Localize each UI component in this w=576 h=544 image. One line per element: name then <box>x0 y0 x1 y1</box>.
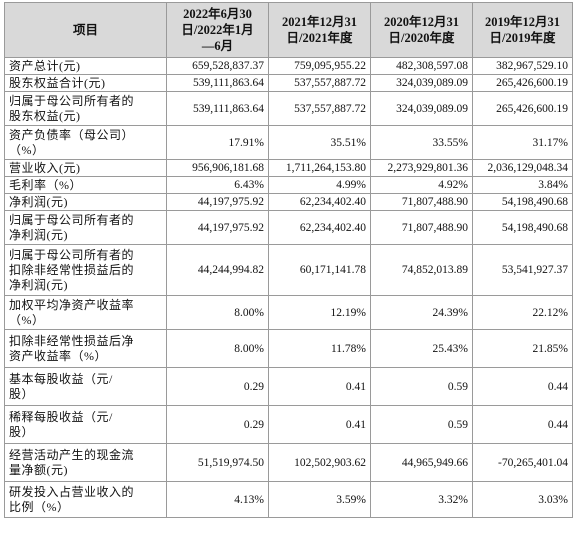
table-row: 经营活动产生的现金流 量净额(元) 51,519,974.50 102,502,90… <box>4 443 573 482</box>
value-2022-h1: 0.29 <box>166 367 269 406</box>
value-2019: 3.03% <box>472 481 573 518</box>
value-2019: 54,198,490.68 <box>472 210 573 245</box>
row-label: 基本每股收益（元/ 股） <box>4 367 167 406</box>
value-2020: 3.32% <box>370 481 473 518</box>
row-label: 加权平均净资产收益率 （%） <box>4 295 167 330</box>
value-2021: 759,095,955.22 <box>268 57 371 75</box>
header-2020: 2020年12月31 日/2020年度 <box>370 2 473 58</box>
header-item: 项目 <box>4 2 167 58</box>
value-2019: 265,426,600.19 <box>472 74 573 92</box>
value-2022-h1: 44,197,975.92 <box>166 193 269 211</box>
row-label: 毛利率（%） <box>4 176 167 194</box>
value-2021: 3.59% <box>268 481 371 518</box>
table-row: 资产总计(元) 659,528,837.37 759,095,955.22 482,3… <box>4 57 573 75</box>
value-2021: 12.19% <box>268 295 371 330</box>
value-2019: 382,967,529.10 <box>472 57 573 75</box>
table-row: 加权平均净资产收益率 （%） 8.00% 12.19% 24.39% 22.12% <box>4 295 573 330</box>
value-2022-h1: 4.13% <box>166 481 269 518</box>
value-2020: 74,852,013.89 <box>370 244 473 296</box>
value-2021: 0.41 <box>268 405 371 444</box>
table-row: 归属于母公司所有者的 扣除非经常性损益后的 净利润(元) 44,244,994.8… <box>4 244 573 296</box>
value-2019: 265,426,600.19 <box>472 91 573 126</box>
value-2021: 11.78% <box>268 329 371 368</box>
value-2020: 324,039,089.09 <box>370 91 473 126</box>
value-2022-h1: 17.91% <box>166 125 269 160</box>
value-2019: 22.12% <box>472 295 573 330</box>
table-row: 归属于母公司所有者的 净利润(元) 44,197,975.92 62,234,402… <box>4 210 573 245</box>
value-2020: 24.39% <box>370 295 473 330</box>
row-label: 研发投入占营业收入的 比例（%） <box>4 481 167 518</box>
table-row: 营业收入(元) 956,906,181.68 1,711,264,153.80 2,2… <box>4 159 573 177</box>
row-label: 归属于母公司所有者的 扣除非经常性损益后的 净利润(元) <box>4 244 167 296</box>
value-2019: 54,198,490.68 <box>472 193 573 211</box>
table-row: 稀释每股收益（元/ 股） 0.29 0.41 0.59 0.44 <box>4 405 573 444</box>
row-label: 归属于母公司所有者的 股东权益(元) <box>4 91 167 126</box>
table-row: 研发投入占营业收入的 比例（%） 4.13% 3.59% 3.32% 3.03% <box>4 481 573 518</box>
value-2020: 33.55% <box>370 125 473 160</box>
financial-summary-table: 项目 2022年6月30 日/2022年1月 —6月 2021年12月31 日/… <box>4 2 573 518</box>
value-2021: 102,502,903.62 <box>268 443 371 482</box>
value-2019: 3.84% <box>472 176 573 194</box>
value-2022-h1: 659,528,837.37 <box>166 57 269 75</box>
row-label: 扣除非经常性损益后净 资产收益率（%） <box>4 329 167 368</box>
value-2021: 0.41 <box>268 367 371 406</box>
header-2019: 2019年12月31 日/2019年度 <box>472 2 573 58</box>
table-row: 扣除非经常性损益后净 资产收益率（%） 8.00% 11.78% 25.43% 21.8… <box>4 329 573 368</box>
row-label: 股东权益合计(元) <box>4 74 167 92</box>
financial-table-container: 项目 2022年6月30 日/2022年1月 —6月 2021年12月31 日/… <box>4 2 573 518</box>
row-label: 资产总计(元) <box>4 57 167 75</box>
table-row: 股东权益合计(元) 539,111,863.64 537,557,887.72 324… <box>4 74 573 92</box>
value-2022-h1: 539,111,863.64 <box>166 74 269 92</box>
value-2019: 21.85% <box>472 329 573 368</box>
value-2022-h1: 539,111,863.64 <box>166 91 269 126</box>
value-2020: 71,807,488.90 <box>370 210 473 245</box>
row-label: 营业收入(元) <box>4 159 167 177</box>
table-header-row: 项目 2022年6月30 日/2022年1月 —6月 2021年12月31 日/… <box>4 2 573 58</box>
value-2019: -70,265,401.04 <box>472 443 573 482</box>
value-2021: 4.99% <box>268 176 371 194</box>
value-2021: 62,234,402.40 <box>268 210 371 245</box>
value-2022-h1: 44,197,975.92 <box>166 210 269 245</box>
value-2021: 1,711,264,153.80 <box>268 159 371 177</box>
row-label: 资产负债率（母公司） （%） <box>4 125 167 160</box>
value-2020: 44,965,949.66 <box>370 443 473 482</box>
value-2021: 537,557,887.72 <box>268 74 371 92</box>
value-2021: 35.51% <box>268 125 371 160</box>
value-2020: 0.59 <box>370 405 473 444</box>
row-label: 经营活动产生的现金流 量净额(元) <box>4 443 167 482</box>
value-2020: 71,807,488.90 <box>370 193 473 211</box>
value-2022-h1: 8.00% <box>166 295 269 330</box>
value-2021: 60,171,141.78 <box>268 244 371 296</box>
value-2019: 0.44 <box>472 367 573 406</box>
value-2021: 537,557,887.72 <box>268 91 371 126</box>
value-2020: 2,273,929,801.36 <box>370 159 473 177</box>
header-2022-h1: 2022年6月30 日/2022年1月 —6月 <box>166 2 269 58</box>
table-row: 净利润(元) 44,197,975.92 62,234,402.40 71,807,4… <box>4 193 573 211</box>
value-2020: 0.59 <box>370 367 473 406</box>
value-2022-h1: 44,244,994.82 <box>166 244 269 296</box>
value-2022-h1: 6.43% <box>166 176 269 194</box>
value-2022-h1: 0.29 <box>166 405 269 444</box>
value-2020: 482,308,597.08 <box>370 57 473 75</box>
value-2020: 25.43% <box>370 329 473 368</box>
row-label: 归属于母公司所有者的 净利润(元) <box>4 210 167 245</box>
value-2019: 53,541,927.37 <box>472 244 573 296</box>
row-label: 净利润(元) <box>4 193 167 211</box>
value-2021: 62,234,402.40 <box>268 193 371 211</box>
value-2022-h1: 51,519,974.50 <box>166 443 269 482</box>
header-2021: 2021年12月31 日/2021年度 <box>268 2 371 58</box>
value-2022-h1: 8.00% <box>166 329 269 368</box>
value-2022-h1: 956,906,181.68 <box>166 159 269 177</box>
table-row: 资产负债率（母公司） （%） 17.91% 35.51% 33.55% 31.17% <box>4 125 573 160</box>
value-2019: 0.44 <box>472 405 573 444</box>
table-row: 归属于母公司所有者的 股东权益(元) 539,111,863.64 537,557,… <box>4 91 573 126</box>
value-2020: 4.92% <box>370 176 473 194</box>
table-row: 基本每股收益（元/ 股） 0.29 0.41 0.59 0.44 <box>4 367 573 406</box>
row-label: 稀释每股收益（元/ 股） <box>4 405 167 444</box>
value-2020: 324,039,089.09 <box>370 74 473 92</box>
value-2019: 31.17% <box>472 125 573 160</box>
table-row: 毛利率（%） 6.43% 4.99% 4.92% 3.84% <box>4 176 573 194</box>
value-2019: 2,036,129,048.34 <box>472 159 573 177</box>
